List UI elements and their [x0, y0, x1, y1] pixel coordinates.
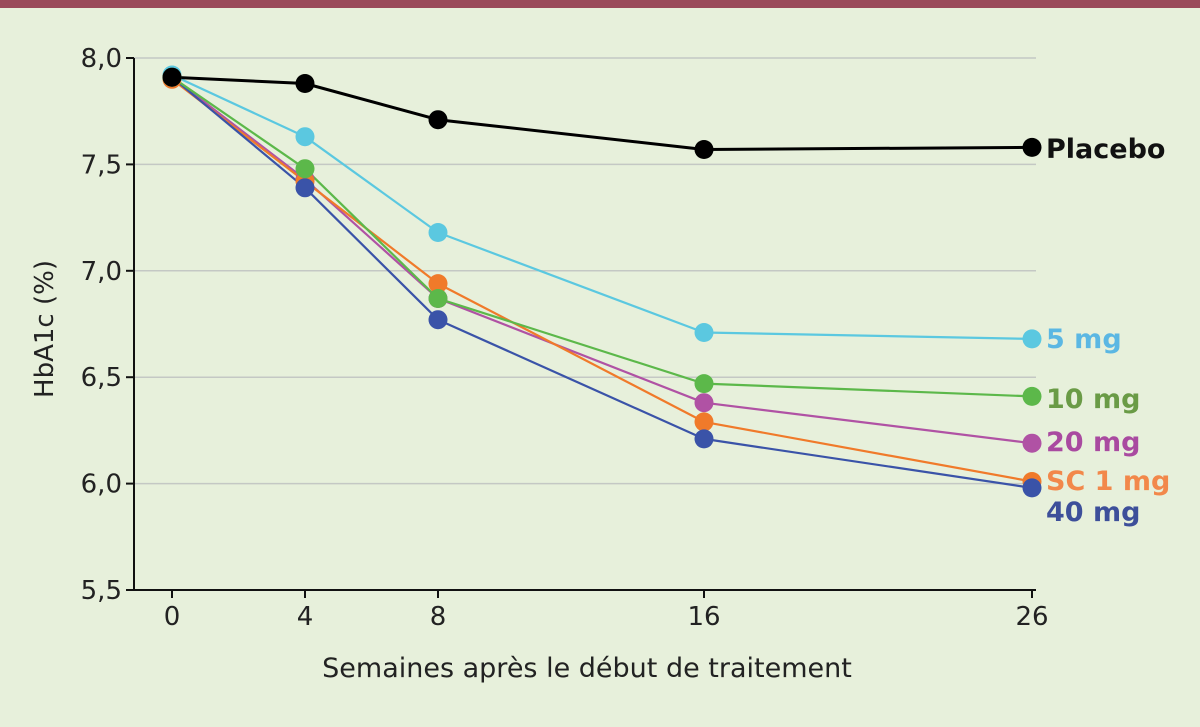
data-point-20-mg-w16 — [694, 393, 714, 413]
x-tick-label-4: 26 — [1015, 602, 1048, 632]
data-point-5-mg-w8 — [428, 223, 448, 242]
data-point-10-mg-w4 — [295, 159, 315, 179]
data-point-10-mg-w16 — [694, 374, 714, 394]
data-point-sc-1-mg-w16 — [694, 412, 714, 432]
data-point-10-mg-w26 — [1022, 386, 1042, 406]
data-point-placebo-w16 — [694, 140, 714, 159]
series-label-20-mg: 20 mg — [1046, 427, 1140, 458]
data-point-40-mg-w26 — [1022, 478, 1042, 498]
y-tick-label-5: 8,0 — [81, 44, 122, 74]
x-tick-label-2: 8 — [430, 602, 447, 632]
x-tick-label-3: 16 — [687, 602, 720, 632]
data-point-sc-1-mg-w8 — [428, 274, 448, 294]
data-point-10-mg-w8 — [428, 289, 448, 308]
y-axis-title: HbA1c (%) — [30, 260, 60, 398]
y-tick-label-2: 6,5 — [81, 363, 122, 393]
data-point-40-mg-w8 — [428, 310, 448, 330]
series-label-5-mg: 5 mg — [1046, 324, 1122, 355]
y-tick-label-4: 7,5 — [81, 150, 122, 180]
series-lines — [162, 65, 1042, 498]
y-tick-label-0: 5,5 — [81, 576, 122, 606]
grid-lines — [134, 57, 1036, 485]
series-label-placebo: Placebo — [1046, 134, 1165, 165]
series-label-sc-1-mg: SC 1 mg — [1046, 466, 1170, 497]
data-point-placebo-w4 — [295, 74, 315, 93]
data-point-5-mg-w4 — [295, 127, 315, 147]
data-point-5-mg-w16 — [694, 323, 714, 342]
x-tick-label-1: 4 — [297, 602, 314, 632]
y-tick-label-3: 7,0 — [81, 257, 122, 287]
series-label-40-mg: 40 mg — [1046, 497, 1140, 528]
data-point-40-mg-w4 — [295, 178, 315, 198]
data-point-placebo-w26 — [1022, 137, 1042, 157]
y-tick-label-1: 6,0 — [81, 470, 122, 500]
axes: 5,5 6,0 6,5 7,0 7,5 8,0 0 4 8 16 26 — [81, 44, 1049, 632]
data-point-placebo-w8 — [428, 110, 448, 130]
series-label-10-mg: 10 mg — [1046, 384, 1140, 415]
x-axis-title: Semaines après le début de traitement — [322, 653, 852, 684]
top-accent-bar — [0, 0, 1200, 8]
series-line-10-mg — [171, 76, 1033, 398]
data-point-40-mg-w16 — [694, 429, 714, 449]
series-line-5-mg — [171, 74, 1033, 340]
data-point-placebo-w0 — [162, 67, 182, 87]
data-point-5-mg-w26 — [1022, 329, 1042, 349]
x-tick-label-0: 0 — [164, 602, 181, 632]
data-point-20-mg-w26 — [1022, 433, 1042, 453]
